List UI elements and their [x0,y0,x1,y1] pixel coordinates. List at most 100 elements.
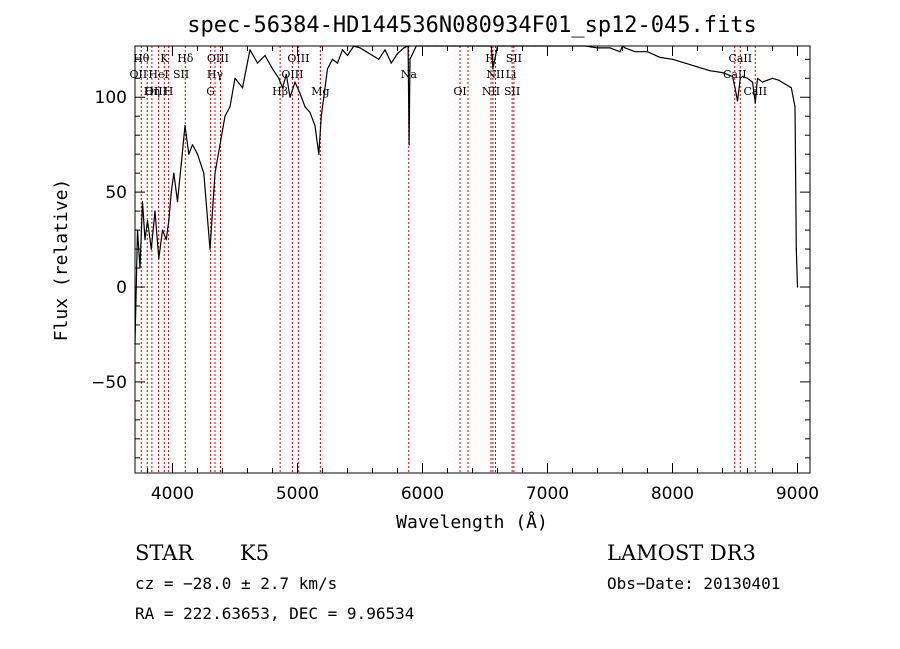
line-label: SII [173,68,189,81]
line-label: Hη [144,85,160,98]
spectrum-point [696,66,699,68]
spectrum-point [741,75,744,77]
line-label: CaII [728,52,752,65]
line-label: NII [482,85,500,98]
spectrum-point [408,144,410,146]
spectrum-point [304,106,306,108]
spectrum-point [256,62,259,64]
x-tick-label: 9000 [776,484,819,504]
spectrum-point [165,239,167,241]
spectrum-point [289,96,291,98]
spectrum-point [278,77,280,79]
spectrum-point [784,83,786,85]
spectrum-point [299,92,301,94]
spectrum-point [359,47,361,49]
reference-lines [140,46,756,473]
line-label: H [485,52,495,65]
spectrum-point [168,220,170,222]
y-tick-label: 100 [95,88,127,108]
spectrum-point [751,81,754,83]
spectrum-point [739,77,741,79]
spectrum-point [336,62,339,64]
coordinates: RA = 222.63653, DEC = 9.96534 [135,604,414,623]
spectrum-point [323,96,325,98]
spectrum-point [371,54,374,57]
line-label: Hβ [272,85,288,98]
spectrum-point [320,115,322,117]
line-label: Na [401,68,418,81]
spectrum-point [766,79,769,81]
spectrum-point [294,81,296,83]
spectrum-point [384,49,386,51]
spectrum-point [196,153,199,155]
y-tick-label: 0 [116,278,127,298]
spectrum-point [326,68,329,70]
line-label: SII [506,52,522,65]
spectrum-point [403,47,405,49]
spectrum-point [241,87,244,89]
spectrum-point [281,87,284,89]
spectrum-point [346,54,349,57]
spectrum-point [285,73,287,76]
spectrum-point [409,58,411,60]
spectrum-point [141,201,144,203]
spectrum-point [709,70,711,72]
y-axis: 100 50 0 −50 [91,58,810,459]
line-label: SII [504,85,520,98]
survey-name: LAMOST DR3 [607,541,756,565]
spectrum-point [173,172,175,174]
spectrum-point [771,77,774,79]
spectrum-point [219,144,221,146]
spectrum-point [721,72,724,74]
object-subclass: K5 [240,541,269,565]
spectrum-point [309,111,311,113]
line-label: CaII [723,68,747,81]
spectrum-point [249,49,251,51]
spectrum-point [795,248,797,250]
x-axis: 4000 5000 6000 7000 8000 9000 [147,46,819,504]
line-label: CaII [743,85,767,98]
spectrum-point [318,153,320,155]
spectrum-point [734,87,736,89]
spectrum-point [203,172,205,174]
spectrum-point [184,125,186,127]
line-label: OI [453,85,466,98]
spectrum-point [624,47,626,49]
spectrum-point [756,77,759,79]
spectrum-point [671,58,674,60]
spectrum-point [161,229,164,231]
spectrum-point [158,258,160,260]
spectrum-point [144,239,146,241]
spectrum-point [390,62,392,64]
line-label: OII [130,68,148,81]
spectrum-point [634,51,636,53]
y-tick-label: 50 [105,183,127,203]
spectrum-point [209,248,211,250]
line-label: OIII [287,52,309,65]
line-label: OIII [145,85,167,98]
spectrum-point [746,77,749,79]
spectrum-point [794,106,796,108]
spectrum-point [378,58,380,60]
spectrum-point [229,106,231,108]
spectrum-point [790,87,792,89]
redshift-cz: cz = −28.0 ± 2.7 km/s [135,574,337,593]
x-tick-label: 5000 [276,484,319,504]
x-axis-label: Wavelength (Å) [396,511,548,533]
spectrum-point [341,49,344,51]
line-label: Hδ [177,52,194,65]
spectrum-point [796,286,799,288]
line-label: G [206,85,215,98]
spectrum-point [761,81,764,83]
spectrum-point [684,62,686,64]
line-label: NII [486,68,504,81]
line-label: Hγ [207,68,224,81]
observation-date: Obs−Date: 20130401 [607,574,780,593]
spectrum-point [619,51,621,53]
spectrum-point [176,201,179,203]
x-tick-label: 4000 [151,484,194,504]
spectrum-point [146,220,149,222]
spectrum-point [150,248,152,250]
spectrum-point [170,191,172,193]
